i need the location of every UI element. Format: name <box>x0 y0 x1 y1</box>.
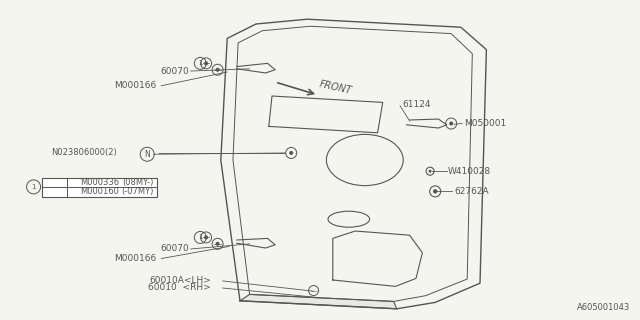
Circle shape <box>204 61 208 65</box>
Circle shape <box>433 189 437 194</box>
Text: 60010  <RH>: 60010 <RH> <box>148 284 211 292</box>
Text: A605001043: A605001043 <box>577 303 630 312</box>
Text: FRONT: FRONT <box>318 80 353 96</box>
Circle shape <box>204 236 208 239</box>
Text: M000336: M000336 <box>79 178 119 187</box>
Circle shape <box>289 151 293 155</box>
Text: 60010A<LH>: 60010A<LH> <box>149 276 211 285</box>
Text: M000160: M000160 <box>80 187 118 196</box>
Text: 62762A: 62762A <box>454 187 489 196</box>
Text: 60070: 60070 <box>160 244 189 253</box>
Text: 61124: 61124 <box>402 100 431 109</box>
Text: (-07MY): (-07MY) <box>122 187 154 196</box>
Text: M000166: M000166 <box>115 254 157 263</box>
Circle shape <box>449 122 453 125</box>
Text: W410028: W410028 <box>448 167 491 176</box>
Bar <box>42 178 157 197</box>
Text: 1: 1 <box>31 184 36 190</box>
Text: 1: 1 <box>198 235 203 240</box>
Circle shape <box>216 242 220 246</box>
Text: 60070: 60070 <box>160 67 189 76</box>
Text: N023806000(2): N023806000(2) <box>51 148 117 157</box>
Text: (08MY-): (08MY-) <box>122 178 154 187</box>
Text: N: N <box>145 150 150 159</box>
Text: M000166: M000166 <box>115 81 157 90</box>
Circle shape <box>216 68 220 72</box>
Polygon shape <box>240 294 397 309</box>
Text: M050001: M050001 <box>464 119 506 128</box>
Text: 1: 1 <box>198 60 203 66</box>
Circle shape <box>429 170 431 173</box>
